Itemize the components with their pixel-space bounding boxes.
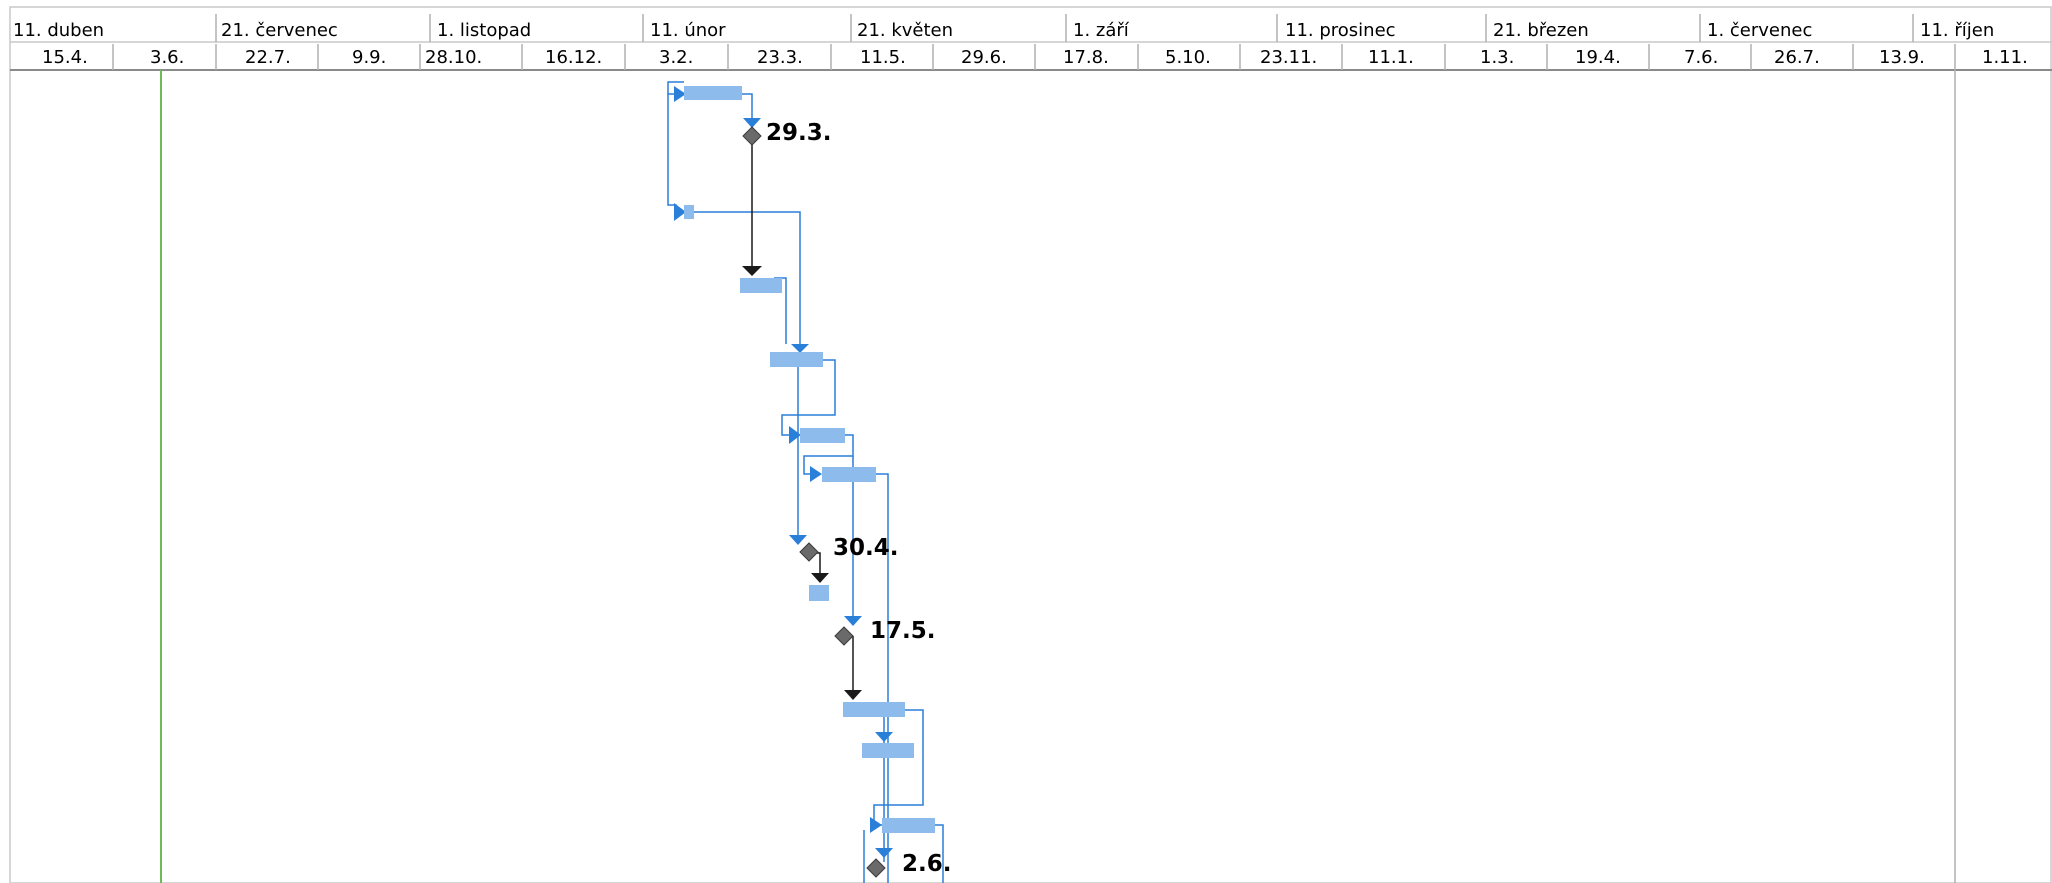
timescale-bottom-label: 7.6. [1684,47,1719,68]
timescale-bottom-label: 1.11. [1982,47,2028,68]
arrowhead [811,573,829,583]
arrowhead [742,266,762,276]
timescale-bottom-label: 29.6. [961,47,1007,68]
task-bar [882,818,935,833]
dependency-link [781,359,836,436]
chart-border [9,6,2052,883]
timescale-bottom-label: 9.9. [352,47,387,68]
timescale-bottom-separators [112,44,1956,70]
milestone-diamond [866,858,886,878]
timescale-bottom-label: 15.4. [42,47,88,68]
milestone-diamond [799,542,819,562]
timescale-top-label: 11. duben [13,20,105,41]
arrowhead [875,732,893,742]
timescale-bottom-label: 11.1. [1368,47,1414,68]
timescale-top-label: 21. květen [857,20,954,41]
arrowhead [844,690,862,700]
timescale-bottom-label: 22.7. [245,47,291,68]
link-arrowheads [674,86,893,858]
timescale-bottom-label: 1.3. [1480,47,1515,68]
timescale-bottom-label: 19.4. [1575,47,1621,68]
dependency-link [873,709,924,826]
timescale-bottom-label: 17.8. [1063,47,1109,68]
timescale-bottom-label: 23.3. [757,47,803,68]
dependency-links [667,81,944,883]
timescale-bottom-label: 11.5. [860,47,906,68]
timescale-top-tier: 11. duben 21. červenec 1. listopad 11. ú… [0,0,2052,44]
dependency-link [803,434,854,475]
dependency-link [740,93,753,118]
timescale-top-label: 11. únor [650,20,726,41]
arrowhead [789,535,807,545]
task-bar [843,702,905,717]
arrowhead [674,203,686,221]
task-bar [684,86,742,100]
task-bar [862,743,914,758]
arrowhead [870,817,882,833]
arrowhead [674,86,686,102]
milestones[interactable] [742,126,886,878]
task-bar [740,278,782,293]
timescale-bottom-tier: 15.4. 3.6. 22.7. 9.9. 28.10. 16.12. 3.2.… [0,44,2052,70]
arrowhead [743,118,761,128]
arrowhead [844,616,862,626]
milestone-date-label: 30.4. [833,535,899,561]
dependency-link [667,94,677,212]
milestone-date-label: 29.3. [766,120,832,146]
task-bar [800,428,845,443]
timescale-top-label: 21. červenec [221,20,338,41]
dark-link-arrowheads [742,266,862,700]
timescale-bottom-label: 28.10. [425,47,483,68]
timescale-bottom-label: 13.9. [1879,47,1925,68]
timescale-bottom-label: 26.7. [1774,47,1820,68]
milestone-diamond [742,126,762,146]
milestone-date-label: 17.5. [870,618,936,644]
arrowhead [810,466,822,482]
task-bars[interactable] [684,86,935,833]
timescale-top-label: 21. březen [1493,20,1589,41]
task-bar [770,352,823,367]
task-bar [809,585,829,601]
arrowhead [875,848,893,858]
timescale-bottom-label: 3.6. [150,47,185,68]
dependency-link [690,211,801,344]
milestone-date-label: 2.6. [902,851,951,877]
timescale-top-label: 11. říjen [1920,20,1995,41]
timescale-top-label: 1. září [1073,20,1129,41]
timescale-bottom-label: 5.10. [1165,47,1211,68]
milestone-diamond [834,626,854,646]
task-bar [684,205,694,219]
timescale-top-separators [215,14,1914,42]
arrowhead [791,344,809,353]
task-bar [822,467,876,482]
timescale-bottom-label: 3.2. [659,47,694,68]
timescale-bottom-label: 23.11. [1260,47,1318,68]
timescale-top-label: 1. listopad [437,20,532,41]
dependency-link [935,824,944,883]
arrowhead [789,426,801,444]
timescale-top-label: 1. červenec [1707,20,1813,41]
dependency-link [667,81,684,95]
timescale-bottom-label: 16.12. [545,47,603,68]
timescale-top-label: 11. prosinec [1285,20,1396,41]
